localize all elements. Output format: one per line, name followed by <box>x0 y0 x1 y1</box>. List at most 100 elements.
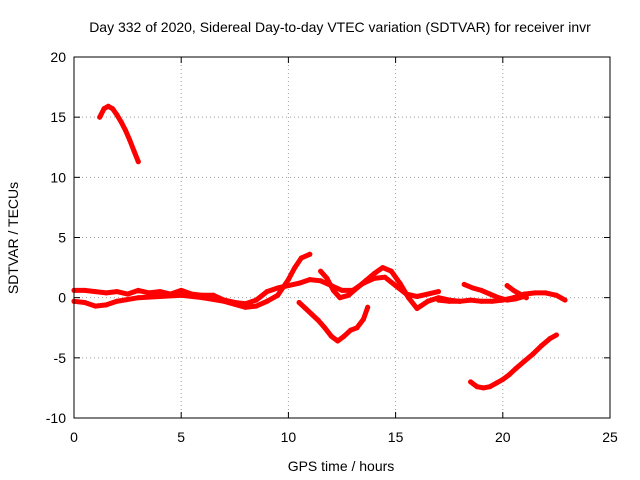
data-point <box>436 297 441 303</box>
data-point <box>538 343 544 349</box>
grid <box>74 57 610 418</box>
chart-title: Day 332 of 2020, Sidereal Day-to-day VTE… <box>89 19 591 35</box>
data-point <box>496 295 501 301</box>
data-point <box>436 289 441 295</box>
data-point <box>97 114 103 120</box>
data-point <box>487 384 493 390</box>
data-point <box>200 295 206 301</box>
data-point <box>296 280 302 286</box>
data-point <box>307 277 313 283</box>
data-point <box>470 285 476 291</box>
data-point <box>339 287 345 293</box>
x-tick-label: 25 <box>602 429 618 445</box>
data-point <box>504 297 510 303</box>
data-point <box>103 302 109 308</box>
x-tick-label: 20 <box>495 429 511 445</box>
data-point <box>388 268 394 274</box>
data-point <box>354 285 360 291</box>
data-point <box>397 280 403 286</box>
data-point <box>474 384 480 390</box>
data-series-group <box>71 103 568 391</box>
data-point <box>532 290 538 296</box>
data-point <box>309 312 315 317</box>
data-point <box>406 295 411 301</box>
series-track-8 <box>504 283 529 301</box>
x-tick-label: 15 <box>388 429 404 445</box>
data-point <box>324 275 330 281</box>
y-tick-label: 5 <box>58 230 66 246</box>
data-point <box>101 106 107 112</box>
data-point <box>341 333 347 339</box>
data-point <box>125 291 131 297</box>
data-point <box>157 294 163 299</box>
axis-ticks: 0 5 10 15 20 25 -10 -5 0 5 10 15 20 <box>46 49 618 445</box>
data-point <box>523 295 529 301</box>
data-point <box>92 303 98 309</box>
data-point <box>322 325 328 331</box>
data-point <box>127 137 133 143</box>
data-point <box>468 379 474 385</box>
data-point <box>330 287 336 293</box>
data-point <box>425 298 431 304</box>
data-point <box>318 278 324 284</box>
data-point <box>298 255 304 261</box>
data-point <box>318 268 324 274</box>
data-point <box>135 287 141 293</box>
data-point <box>146 290 152 296</box>
data-point <box>511 287 516 293</box>
data-point <box>335 338 341 344</box>
x-tick-label: 5 <box>177 429 185 445</box>
data-point <box>553 332 559 338</box>
data-point <box>461 281 467 287</box>
data-point <box>114 112 120 118</box>
data-point <box>253 303 259 309</box>
data-point <box>221 298 227 304</box>
data-point <box>178 292 184 298</box>
data-point <box>92 289 98 295</box>
data-point <box>243 304 248 310</box>
data-point <box>253 297 259 303</box>
data-point <box>135 295 141 301</box>
data-point <box>489 298 495 304</box>
data-point <box>292 265 298 271</box>
y-tick-label: 15 <box>50 109 66 125</box>
data-point <box>513 366 519 372</box>
data-point <box>110 106 116 112</box>
data-point <box>493 380 499 386</box>
data-point <box>382 274 388 280</box>
data-point <box>118 119 124 125</box>
y-tick-label: -10 <box>46 410 66 426</box>
data-point <box>513 296 519 302</box>
y-tick-label: 0 <box>58 290 66 306</box>
data-point <box>547 336 553 342</box>
series-track-9 <box>468 332 559 391</box>
data-point <box>103 290 109 296</box>
data-point <box>414 294 420 299</box>
data-point <box>264 289 270 295</box>
data-point <box>275 292 281 298</box>
y-tick-label: -5 <box>54 350 67 366</box>
data-point <box>414 306 420 311</box>
data-point <box>487 291 493 297</box>
data-point <box>517 291 523 297</box>
y-tick-label: 10 <box>50 169 66 185</box>
data-point <box>380 265 386 271</box>
data-point <box>425 291 431 297</box>
data-point <box>363 278 369 284</box>
data-point <box>457 298 463 304</box>
data-point <box>521 358 527 364</box>
data-point <box>504 283 510 289</box>
data-point <box>371 271 377 277</box>
data-point <box>328 333 334 339</box>
data-point <box>82 300 88 305</box>
data-point <box>348 327 354 333</box>
data-point <box>543 290 549 296</box>
y-axis-label: SDTVAR / TECUs <box>5 182 21 294</box>
data-point <box>530 351 536 357</box>
data-point <box>123 127 128 133</box>
data-point <box>468 297 474 303</box>
data-point <box>500 377 506 382</box>
x-tick-label: 0 <box>70 429 78 445</box>
data-point <box>114 298 120 304</box>
